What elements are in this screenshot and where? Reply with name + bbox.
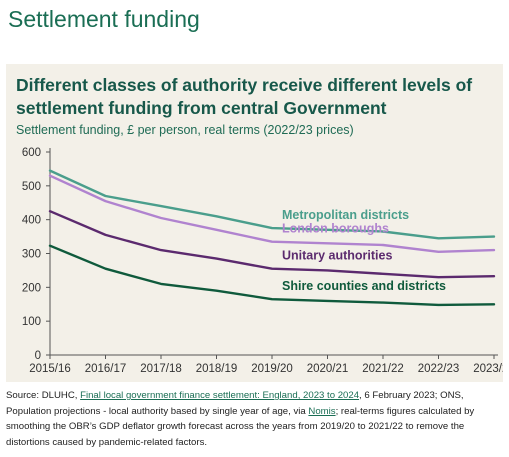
x-tick-label: 2018/19 xyxy=(196,363,238,375)
chart-title: Different classes of authority receive d… xyxy=(16,75,473,118)
x-tick-label: 2023/24 xyxy=(473,363,503,375)
x-tick-label: 2021/22 xyxy=(362,363,404,375)
series-label-london-boroughs: London boroughs xyxy=(282,222,389,236)
y-tick-label: 400 xyxy=(22,215,41,227)
series-label-shire-counties-and-districts: Shire counties and districts xyxy=(282,279,446,293)
x-tick-label: 2015/16 xyxy=(29,363,71,375)
x-tick-label: 2022/23 xyxy=(418,363,460,375)
y-tick-label: 200 xyxy=(22,282,41,294)
series-label-metropolitan-districts: Metropolitan districts xyxy=(282,208,409,222)
chart-panel: Different classes of authority receive d… xyxy=(6,64,503,382)
page-title: Settlement funding xyxy=(8,6,200,32)
nomis-link[interactable]: Nomis xyxy=(308,405,336,417)
chart-subtitle: Settlement funding, £ per person, real t… xyxy=(16,123,354,137)
source-suffix: ; real-terms figures calculated by smoot… xyxy=(6,405,475,448)
x-tick-label: 2020/21 xyxy=(307,363,349,375)
series-line-shire-counties-and-districts xyxy=(48,244,496,307)
series-label-unitary-authorities: Unitary authorities xyxy=(282,249,392,263)
series-line-unitary-authorities xyxy=(48,209,496,279)
x-tick-label: 2019/20 xyxy=(251,363,293,375)
y-tick-label: 500 xyxy=(22,181,41,193)
line-chart: 0 100 200 300 400 500 600 2015/16 2016/17 2017/18… xyxy=(22,147,503,375)
y-tick-label: 600 xyxy=(22,147,41,159)
series-line-metropolitan-districts xyxy=(48,169,496,240)
x-tick-label: 2016/17 xyxy=(85,363,127,375)
source-mid: , 6 February 2023; ONS, Population proje… xyxy=(6,390,464,417)
y-tick-label: 0 xyxy=(35,350,41,362)
y-tick-label: 100 xyxy=(22,316,41,328)
x-tick-label: 2017/18 xyxy=(140,363,182,375)
series-line-london-boroughs xyxy=(48,174,496,254)
source-note: Source: DLUHC, Final local government fi… xyxy=(6,388,503,450)
settlement-link[interactable]: Final local government finance settlemen… xyxy=(80,390,360,401)
source-prefix: Source: DLUHC, xyxy=(6,390,81,401)
y-tick-label: 300 xyxy=(22,249,41,261)
